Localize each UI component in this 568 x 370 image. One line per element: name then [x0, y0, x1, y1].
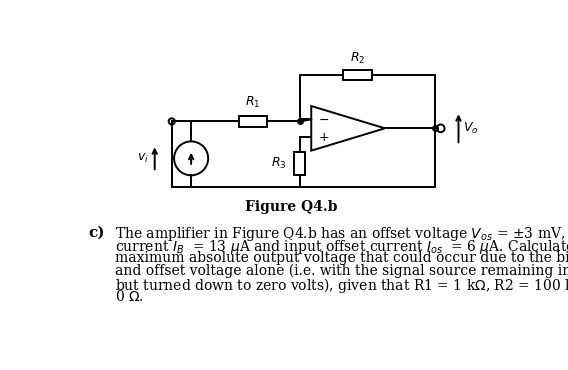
Bar	[239, 116, 267, 127]
Text: The amplifier in Figure Q4.b has an offset voltage $V_{os}$ = $\pm$3 mV, input b: The amplifier in Figure Q4.b has an offs…	[115, 225, 568, 243]
Text: 0 $\Omega$.: 0 $\Omega$.	[115, 289, 144, 304]
Text: and offset voltage alone (i.e. with the signal source remaining in the circuit: and offset voltage alone (i.e. with the …	[115, 263, 568, 278]
Text: current $I_B$  = 13 $\mu$A and input offset current $I_{os}$  = 6 $\mu$A. Calcul: current $I_B$ = 13 $\mu$A and input offs…	[115, 238, 568, 256]
Circle shape	[169, 118, 175, 124]
Text: $+$: $+$	[318, 131, 329, 144]
Circle shape	[437, 124, 445, 132]
Text: maximum absolute output voltage that could occur due to the bias currents: maximum absolute output voltage that cou…	[115, 251, 568, 265]
Text: but turned down to zero volts), given that R1 = 1 k$\Omega$, R2 = 100 k$\Omega$ : but turned down to zero volts), given th…	[115, 276, 568, 295]
Text: $v_i$: $v_i$	[137, 152, 148, 165]
Text: $V_o$: $V_o$	[463, 121, 479, 136]
Bar	[294, 152, 305, 175]
Text: $R_1$: $R_1$	[245, 95, 261, 110]
Text: $R_2$: $R_2$	[350, 51, 365, 66]
Text: $R_3$: $R_3$	[271, 156, 286, 171]
Text: Figure Q4.b: Figure Q4.b	[245, 200, 337, 214]
Text: c): c)	[88, 225, 105, 239]
Text: $-$: $-$	[318, 113, 329, 126]
Bar	[343, 70, 373, 80]
